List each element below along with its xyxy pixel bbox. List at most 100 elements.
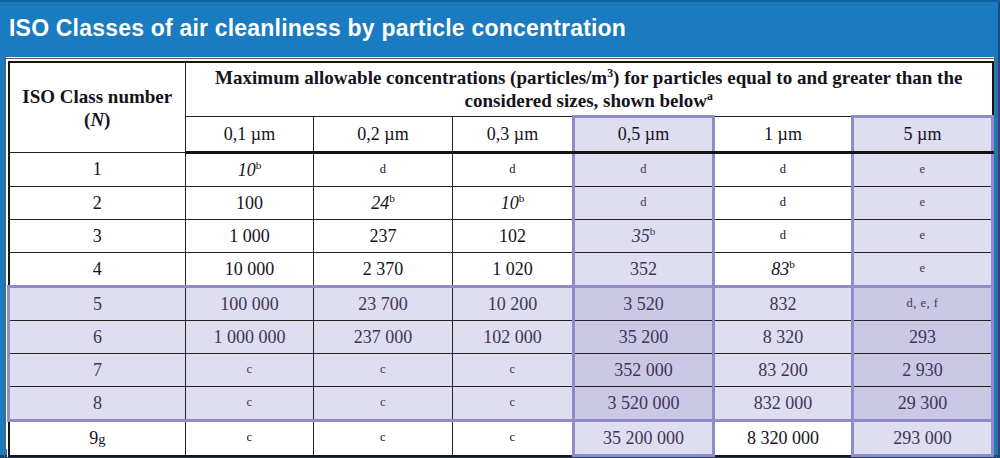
class-number-cell: 3 (9, 220, 186, 253)
concentration-cell: 35 200 000 (574, 421, 714, 456)
table-panel: ISO Class number (N) Maximum allowable c… (6, 57, 994, 449)
concentration-value: 10 000 (225, 259, 275, 279)
footnote-cell: c (453, 354, 574, 387)
class-number-cell: 1 (9, 153, 186, 187)
footnote-cell: d (574, 187, 714, 220)
class-footnote-marker: g (98, 431, 105, 447)
footnote-letter: d (509, 162, 516, 176)
class-number-cell: 8 (9, 387, 186, 421)
concentration-cell: 10 000 (186, 253, 314, 287)
footnote-cell: c (453, 421, 574, 456)
value-footnote-marker: b (650, 225, 656, 237)
concentration-value: 23 700 (358, 294, 408, 314)
concentration-cell: 1 000 (186, 220, 314, 253)
footnote-cell: d (714, 153, 853, 187)
concentration-cell: 237 000 (314, 321, 453, 354)
footnote-cell: e (853, 153, 993, 187)
footnote-a-marker: a (707, 90, 713, 103)
size-header-2: 0,2 µm (314, 117, 453, 153)
table-row-class-9: 9gccc35 200 0008 320 000293 000 (9, 421, 993, 456)
title-bar: ISO Classes of air cleanliness by partic… (0, 0, 1000, 57)
footnote-letter: c (246, 395, 252, 409)
concentration-cell: 83b (714, 253, 853, 287)
class-number-cell: 2 (9, 187, 186, 220)
footnote-letter: c (509, 430, 515, 444)
class-number: 5 (93, 294, 102, 314)
class-number-cell: 9g (9, 421, 186, 456)
concentration-value: 10 (238, 160, 256, 180)
footnote-letter: c (509, 395, 515, 409)
concentration-value: 29 300 (898, 393, 948, 413)
footnote-cell: c (314, 354, 453, 387)
page: ISO Classes of air cleanliness by partic… (0, 0, 1000, 458)
iso-class-table: ISO Class number (N) Maximum allowable c… (7, 61, 994, 457)
concentration-cell: 293 (853, 321, 993, 354)
concentration-cell: 352 (574, 253, 714, 287)
concentration-cell: 23 700 (314, 287, 453, 321)
main-header: Maximum allowable concentrations (partic… (186, 62, 993, 117)
footnote-letter: c (380, 362, 386, 376)
concentration-cell: 10 200 (453, 287, 574, 321)
footnote-letter: c (380, 395, 386, 409)
concentration-value: 293 (909, 327, 936, 347)
concentration-value: 352 000 (614, 360, 673, 380)
concentration-value: 237 000 (354, 327, 413, 347)
table-row-class-3: 31 00023710235bde (9, 220, 993, 253)
concentration-value: 35 200 (619, 327, 669, 347)
concentration-cell: 1 000 000 (186, 321, 314, 354)
concentration-cell: 1 020 (453, 253, 574, 287)
footnote-cell: e (853, 220, 993, 253)
concentration-cell: 100 (186, 187, 314, 220)
concentration-value: 237 (370, 226, 397, 246)
size-header-3: 0,3 µm (453, 117, 574, 153)
concentration-cell: 35b (574, 220, 714, 253)
concentration-cell: 29 300 (853, 387, 993, 421)
concentration-value: 10 200 (488, 294, 538, 314)
concentration-cell: 2 370 (314, 253, 453, 287)
class-number: 6 (93, 327, 102, 347)
concentration-value: 1 000 (229, 226, 270, 246)
concentration-cell: 3 520 (574, 287, 714, 321)
concentration-value: 35 200 000 (603, 428, 684, 448)
footnote-letter: e (920, 162, 926, 176)
footnote-cell: c (314, 421, 453, 456)
corner-header: ISO Class number (N) (9, 62, 186, 153)
footnote-letter: c (246, 362, 252, 376)
concentration-value: 3 520 000 (608, 393, 680, 413)
concentration-value: 24 (371, 193, 389, 213)
concentration-value: 293 000 (893, 428, 952, 448)
class-number-cell: 5 (9, 287, 186, 321)
class-number-cell: 7 (9, 354, 186, 387)
footnote-letter: d (780, 228, 787, 242)
footnote-cell: d, e, f (853, 287, 993, 321)
corner-header-line2: (N) (84, 109, 110, 130)
footnote-letter: c (380, 430, 386, 444)
page-title: ISO Classes of air cleanliness by partic… (9, 15, 626, 42)
size-header-6: 5 µm (853, 117, 993, 153)
footnote-letter: d (640, 195, 647, 209)
concentration-cell: 8 320 (714, 321, 853, 354)
footnote-cell: e (853, 253, 993, 287)
concentration-value: 1 000 000 (214, 327, 286, 347)
concentration-value: 2 930 (902, 360, 943, 380)
concentration-value: 100 000 (220, 294, 279, 314)
concentration-value: 2 370 (363, 259, 404, 279)
class-number: 2 (93, 193, 102, 213)
footnote-cell: c (453, 387, 574, 421)
concentration-cell: 102 000 (453, 321, 574, 354)
symbol-N: N (90, 109, 104, 130)
footnote-cell: c (186, 421, 314, 456)
footnote-cell: d (714, 220, 853, 253)
footnote-cell: e (853, 187, 993, 220)
concentration-cell: 832 000 (714, 387, 853, 421)
concentration-cell: 35 200 (574, 321, 714, 354)
value-footnote-marker: b (256, 159, 262, 171)
concentration-value: 352 (630, 259, 657, 279)
concentration-cell: 24b (314, 187, 453, 220)
table-row-class-7: 7ccc352 00083 2002 930 (9, 354, 993, 387)
class-number: 9 (89, 428, 98, 448)
concentration-cell: 3 520 000 (574, 387, 714, 421)
footnote-letter: d (780, 162, 787, 176)
footnote-letter: e (920, 195, 926, 209)
size-header-4: 0,5 µm (574, 117, 714, 153)
